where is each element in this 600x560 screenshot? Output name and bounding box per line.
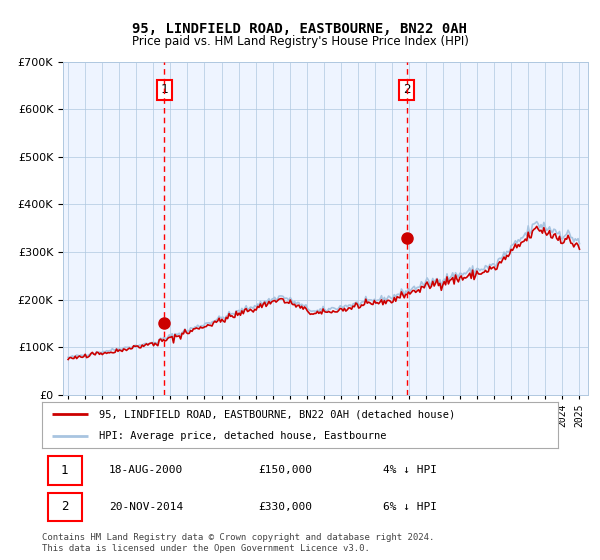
Text: 20-NOV-2014: 20-NOV-2014 xyxy=(109,502,184,512)
Text: Contains HM Land Registry data © Crown copyright and database right 2024.: Contains HM Land Registry data © Crown c… xyxy=(42,533,434,542)
Text: 6% ↓ HPI: 6% ↓ HPI xyxy=(383,502,437,512)
Text: 2: 2 xyxy=(403,83,411,96)
Text: 1: 1 xyxy=(61,464,68,477)
Text: 95, LINDFIELD ROAD, EASTBOURNE, BN22 0AH (detached house): 95, LINDFIELD ROAD, EASTBOURNE, BN22 0AH… xyxy=(99,409,455,419)
Text: 4% ↓ HPI: 4% ↓ HPI xyxy=(383,465,437,475)
Text: £150,000: £150,000 xyxy=(259,465,313,475)
Text: 2: 2 xyxy=(61,500,68,514)
Text: 1: 1 xyxy=(160,83,168,96)
Text: Price paid vs. HM Land Registry's House Price Index (HPI): Price paid vs. HM Land Registry's House … xyxy=(131,35,469,48)
Text: 18-AUG-2000: 18-AUG-2000 xyxy=(109,465,184,475)
Text: £330,000: £330,000 xyxy=(259,502,313,512)
Text: HPI: Average price, detached house, Eastbourne: HPI: Average price, detached house, East… xyxy=(99,431,386,441)
Text: 95, LINDFIELD ROAD, EASTBOURNE, BN22 0AH: 95, LINDFIELD ROAD, EASTBOURNE, BN22 0AH xyxy=(133,22,467,36)
Text: This data is licensed under the Open Government Licence v3.0.: This data is licensed under the Open Gov… xyxy=(42,544,370,553)
FancyBboxPatch shape xyxy=(48,456,82,484)
FancyBboxPatch shape xyxy=(48,493,82,521)
